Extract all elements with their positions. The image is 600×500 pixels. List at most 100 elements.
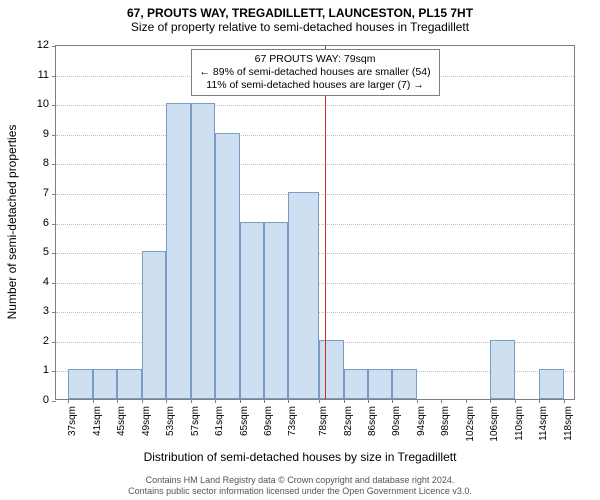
ytick-label: 2 [43,335,49,347]
y-axis-label: Number of semi-detached properties [5,125,19,320]
xtick-label: 78sqm [318,406,329,436]
histogram-bar [539,369,563,399]
title-main: 67, PROUTS WAY, TREGADILLETT, LAUNCESTON… [0,6,600,20]
xtick-label: 118sqm [563,406,574,441]
xtick-mark [392,399,393,403]
histogram-bar [117,369,141,399]
plot-box [55,45,575,400]
xtick-mark [417,399,418,403]
ytick-mark [52,135,56,136]
xtick-label: 49sqm [141,406,152,436]
histogram-bar [288,192,319,399]
annotation-line: 67 PROUTS WAY: 79sqm [200,53,431,66]
title-sub: Size of property relative to semi-detach… [0,20,600,34]
histogram-bar [142,251,166,399]
ytick-label: 5 [43,246,49,258]
xtick-label: 82sqm [343,406,354,436]
ytick-mark [52,253,56,254]
ytick-mark [52,224,56,225]
histogram-bar [191,103,215,399]
ytick-mark [52,46,56,47]
xtick-mark [288,399,289,403]
xtick-label: 94sqm [416,406,427,436]
histogram-bar [93,369,117,399]
xtick-mark [441,399,442,403]
xtick-mark [515,399,516,403]
footer-line-2: Contains public sector information licen… [0,486,600,497]
ytick-mark [52,371,56,372]
gridline-h [56,164,574,165]
histogram-bar [68,369,92,399]
xtick-label: 57sqm [190,406,201,436]
reference-line [325,46,326,399]
xtick-label: 86sqm [367,406,378,436]
ytick-mark [52,76,56,77]
ytick-mark [52,194,56,195]
histogram-bar [264,222,288,400]
xtick-mark [166,399,167,403]
xtick-label: 110sqm [514,406,525,441]
ytick-label: 4 [43,276,49,288]
xtick-mark [117,399,118,403]
ytick-mark [52,105,56,106]
xtick-mark [191,399,192,403]
xtick-mark [215,399,216,403]
annotation-box: 67 PROUTS WAY: 79sqm← 89% of semi-detach… [191,49,440,96]
xtick-label: 37sqm [67,406,78,436]
ytick-mark [52,283,56,284]
xtick-mark [93,399,94,403]
xtick-mark [240,399,241,403]
gridline-h [56,135,574,136]
xtick-mark [142,399,143,403]
xtick-mark [344,399,345,403]
xtick-label: 65sqm [239,406,250,436]
annotation-line: ← 89% of semi-detached houses are smalle… [200,66,431,79]
histogram-bar [392,369,416,399]
ytick-label: 0 [43,394,49,406]
chart-title-block: 67, PROUTS WAY, TREGADILLETT, LAUNCESTON… [0,0,600,36]
xtick-mark [490,399,491,403]
xtick-mark [539,399,540,403]
histogram-bar [215,133,239,399]
xtick-mark [264,399,265,403]
xtick-label: 90sqm [391,406,402,436]
ytick-label: 10 [37,98,49,110]
histogram-bar [166,103,190,399]
ytick-label: 8 [43,157,49,169]
chart-area: 012345678910111237sqm41sqm45sqm49sqm53sq… [55,45,575,400]
ytick-label: 9 [43,128,49,140]
xtick-mark [319,399,320,403]
annotation-line: 11% of semi-detached houses are larger (… [200,79,431,92]
histogram-bar [240,222,264,400]
xtick-label: 41sqm [92,406,103,436]
ytick-label: 1 [43,364,49,376]
ytick-mark [52,342,56,343]
xtick-mark [68,399,69,403]
xtick-mark [466,399,467,403]
xtick-mark [564,399,565,403]
ytick-label: 7 [43,187,49,199]
histogram-bar [490,340,514,399]
xtick-label: 45sqm [116,406,127,436]
ytick-label: 3 [43,305,49,317]
ytick-mark [52,312,56,313]
xtick-label: 73sqm [287,406,298,436]
footer: Contains HM Land Registry data © Crown c… [0,475,600,497]
ytick-label: 11 [38,69,49,81]
ytick-mark [52,401,56,402]
xtick-label: 53sqm [165,406,176,436]
histogram-bar [344,369,368,399]
xtick-label: 106sqm [489,406,500,442]
histogram-bar [368,369,392,399]
xtick-label: 98sqm [440,406,451,436]
xtick-label: 69sqm [263,406,274,436]
xtick-mark [368,399,369,403]
ytick-label: 6 [43,217,49,229]
x-axis-label: Distribution of semi-detached houses by … [0,450,600,464]
ytick-label: 12 [37,39,49,51]
xtick-label: 102sqm [465,406,476,442]
gridline-h [56,105,574,106]
footer-line-1: Contains HM Land Registry data © Crown c… [0,475,600,486]
xtick-label: 114sqm [538,406,549,441]
ytick-mark [52,164,56,165]
